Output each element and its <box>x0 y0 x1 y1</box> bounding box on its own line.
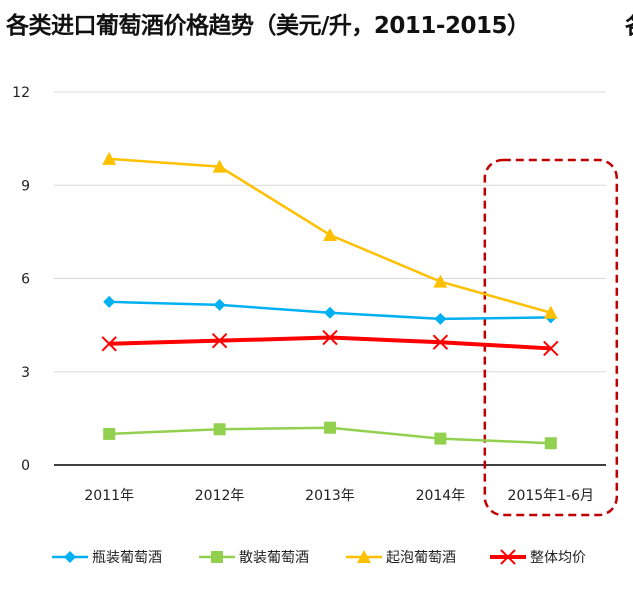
y-axis: 0 3 6 9 12 <box>12 85 30 474</box>
y-tick-label: 9 <box>21 178 30 194</box>
data-point <box>103 427 116 440</box>
data-point <box>433 274 448 288</box>
x-axis: 2011年 2012年 2013年 2014年 2015年1-6月 <box>54 464 606 504</box>
y-tick-label: 0 <box>21 458 30 474</box>
x-tick-label: 2012年 <box>195 488 245 504</box>
data-point <box>324 421 336 434</box>
gridlines <box>54 91 606 373</box>
data-point <box>544 437 557 450</box>
legend-marker <box>500 549 516 565</box>
series-2 <box>102 151 558 319</box>
highlight-box <box>483 158 619 517</box>
data-point <box>103 295 116 308</box>
data-point <box>213 423 226 436</box>
legend-label: 瓶装葡萄酒 <box>92 550 162 566</box>
chart-title-overflow: 各 <box>625 6 633 40</box>
legend-marker <box>211 551 223 563</box>
series-1 <box>103 421 557 450</box>
x-tick-label: 2014年 <box>416 488 466 504</box>
chart-title: 各类进口葡萄酒价格趋势（美元/升，2011-2015） <box>6 13 530 39</box>
data-point <box>434 432 447 445</box>
legend-item: 散装葡萄酒 <box>199 550 309 566</box>
legend-item: 瓶装葡萄酒 <box>52 550 162 566</box>
series-3 <box>101 329 559 357</box>
data-point <box>102 151 117 165</box>
x-tick-label: 2011年 <box>84 488 134 504</box>
legend-item: 整体均价 <box>490 549 586 566</box>
data-point <box>432 334 449 350</box>
highlight-dashed-box <box>483 158 619 517</box>
data-point <box>434 312 447 325</box>
y-tick-label: 6 <box>21 272 30 288</box>
series-layer <box>101 151 559 450</box>
data-point <box>322 329 338 346</box>
legend: 瓶装葡萄酒 散装葡萄酒 起泡葡萄酒 整体均价 <box>52 549 586 566</box>
data-point <box>211 332 228 349</box>
data-point <box>213 298 226 311</box>
y-tick-label: 3 <box>21 365 30 381</box>
data-point <box>212 159 227 173</box>
data-point <box>543 340 559 357</box>
data-point <box>543 305 558 319</box>
data-point <box>323 227 337 241</box>
legend-label: 散装葡萄酒 <box>239 550 309 566</box>
legend-label: 起泡葡萄酒 <box>386 550 456 566</box>
legend-label: 整体均价 <box>530 550 586 566</box>
x-tick-label: 2013年 <box>305 488 355 504</box>
data-point <box>324 306 336 319</box>
legend-item: 起泡葡萄酒 <box>346 550 456 566</box>
y-tick-label: 12 <box>12 85 30 101</box>
legend-marker <box>64 551 76 563</box>
legend-marker <box>357 550 371 563</box>
series-0 <box>103 295 557 325</box>
x-tick-label: 2015年1-6月 <box>508 488 595 504</box>
data-point <box>101 336 117 352</box>
